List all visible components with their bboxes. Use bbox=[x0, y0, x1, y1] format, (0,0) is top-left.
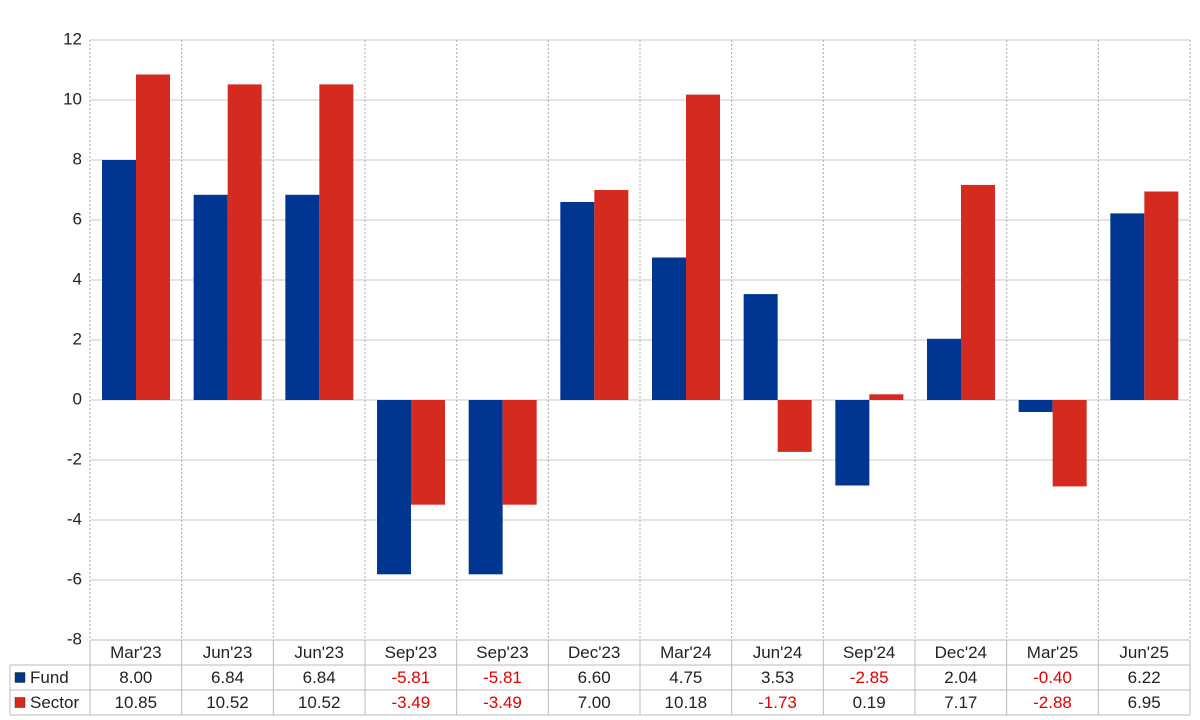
x-tick-label: Mar'25 bbox=[1027, 643, 1078, 662]
table-value: 6.84 bbox=[303, 668, 336, 687]
bar bbox=[468, 400, 503, 575]
x-tick-label: Dec'24 bbox=[935, 643, 987, 662]
bar bbox=[1052, 400, 1087, 487]
table-value: -5.81 bbox=[483, 668, 522, 687]
bar bbox=[285, 194, 320, 400]
bar bbox=[1110, 213, 1145, 400]
table-value: -0.40 bbox=[1033, 668, 1072, 687]
bar bbox=[835, 400, 870, 486]
bar bbox=[227, 84, 262, 401]
table-value: -2.88 bbox=[1033, 693, 1072, 712]
y-tick-label: -8 bbox=[67, 629, 82, 648]
bar bbox=[136, 74, 170, 400]
table-value: 2.04 bbox=[944, 668, 977, 687]
bar bbox=[869, 394, 904, 400]
table-value: 7.00 bbox=[578, 693, 611, 712]
x-tick-label: Sep'24 bbox=[843, 643, 895, 662]
y-tick-label: 8 bbox=[73, 149, 82, 168]
bar bbox=[1018, 400, 1053, 412]
x-tick-label: Jun'25 bbox=[1119, 643, 1169, 662]
table-value: 4.75 bbox=[669, 668, 702, 687]
table-value: 10.52 bbox=[206, 693, 249, 712]
x-tick-label: Sep'23 bbox=[385, 643, 437, 662]
y-tick-label: 4 bbox=[73, 269, 82, 288]
bar bbox=[411, 400, 445, 505]
y-tick-label: -4 bbox=[67, 509, 82, 528]
bar bbox=[743, 294, 778, 400]
table-value: 10.52 bbox=[298, 693, 341, 712]
bar bbox=[1144, 191, 1179, 400]
table-value: 6.95 bbox=[1128, 693, 1161, 712]
bar bbox=[377, 400, 411, 575]
legend-label: Sector bbox=[30, 693, 79, 712]
y-tick-label: 0 bbox=[73, 389, 82, 408]
x-tick-label: Sep'23 bbox=[476, 643, 528, 662]
bar bbox=[102, 160, 136, 400]
table-value: -3.49 bbox=[483, 693, 522, 712]
table-value: 6.22 bbox=[1128, 668, 1161, 687]
table-value: -5.81 bbox=[391, 668, 430, 687]
y-tick-label: -2 bbox=[67, 449, 82, 468]
bar bbox=[502, 400, 537, 505]
table-value: 0.19 bbox=[853, 693, 886, 712]
table-value: 10.18 bbox=[665, 693, 708, 712]
x-tick-label: Mar'23 bbox=[110, 643, 161, 662]
table-value: 6.60 bbox=[578, 668, 611, 687]
table-value: -1.73 bbox=[758, 693, 797, 712]
x-tick-label: Dec'23 bbox=[568, 643, 620, 662]
bar bbox=[686, 94, 720, 400]
bar bbox=[319, 84, 354, 401]
x-tick-label: Jun'24 bbox=[753, 643, 803, 662]
x-tick-label: Mar'24 bbox=[660, 643, 711, 662]
bar bbox=[560, 202, 595, 400]
table-value: 10.85 bbox=[115, 693, 158, 712]
bar bbox=[777, 400, 812, 452]
table-value: -3.49 bbox=[391, 693, 430, 712]
x-tick-label: Jun'23 bbox=[203, 643, 253, 662]
table-value: 3.53 bbox=[761, 668, 794, 687]
legend-swatch bbox=[14, 697, 26, 708]
bar bbox=[594, 190, 629, 400]
bar bbox=[961, 184, 995, 400]
y-tick-label: 12 bbox=[63, 29, 82, 48]
x-tick-label: Jun'23 bbox=[294, 643, 344, 662]
table-value: -2.85 bbox=[850, 668, 889, 687]
bar bbox=[193, 194, 228, 400]
table-value: 6.84 bbox=[211, 668, 244, 687]
legend-label: Fund bbox=[30, 668, 69, 687]
y-tick-label: -6 bbox=[67, 569, 82, 588]
bar bbox=[652, 257, 686, 400]
table-value: 7.17 bbox=[944, 693, 977, 712]
table-value: 8.00 bbox=[119, 668, 152, 687]
y-tick-label: 6 bbox=[73, 209, 82, 228]
bar bbox=[927, 338, 961, 400]
legend-swatch bbox=[14, 672, 26, 683]
y-tick-label: 2 bbox=[73, 329, 82, 348]
y-tick-label: 10 bbox=[63, 89, 82, 108]
